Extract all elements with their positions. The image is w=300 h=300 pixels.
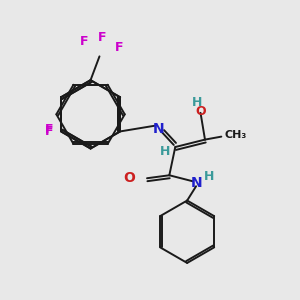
Text: F: F bbox=[45, 123, 53, 136]
Text: O: O bbox=[123, 171, 135, 185]
Text: F: F bbox=[98, 31, 107, 44]
Text: N: N bbox=[190, 176, 202, 190]
Text: F: F bbox=[45, 125, 53, 138]
Text: F: F bbox=[115, 41, 123, 54]
Text: N: N bbox=[153, 122, 165, 136]
Text: H: H bbox=[160, 145, 170, 158]
Text: O: O bbox=[195, 105, 206, 118]
Text: H: H bbox=[192, 96, 203, 109]
Text: F: F bbox=[80, 35, 89, 48]
Text: H: H bbox=[204, 170, 214, 183]
Text: CH₃: CH₃ bbox=[224, 130, 247, 140]
